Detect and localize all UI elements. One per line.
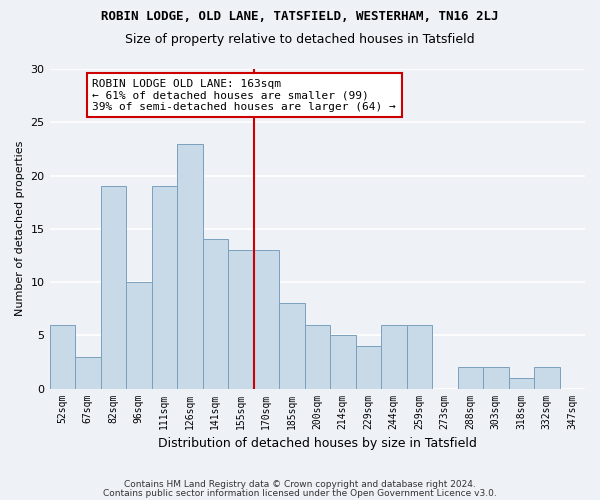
Bar	[305, 324, 330, 388]
Text: Size of property relative to detached houses in Tatsfield: Size of property relative to detached ho…	[125, 32, 475, 46]
Text: Contains HM Land Registry data © Crown copyright and database right 2024.: Contains HM Land Registry data © Crown c…	[124, 480, 476, 489]
Bar	[407, 324, 432, 388]
Y-axis label: Number of detached properties: Number of detached properties	[15, 141, 25, 316]
Text: ROBIN LODGE, OLD LANE, TATSFIELD, WESTERHAM, TN16 2LJ: ROBIN LODGE, OLD LANE, TATSFIELD, WESTER…	[101, 10, 499, 23]
Bar	[458, 368, 483, 388]
Bar	[279, 304, 305, 388]
Bar	[228, 250, 254, 388]
Text: ROBIN LODGE OLD LANE: 163sqm
← 61% of detached houses are smaller (99)
39% of se: ROBIN LODGE OLD LANE: 163sqm ← 61% of de…	[92, 78, 396, 112]
Bar	[381, 324, 407, 388]
Bar	[483, 368, 509, 388]
Bar	[177, 144, 203, 388]
Bar	[203, 240, 228, 388]
Bar	[254, 250, 279, 388]
Bar	[509, 378, 534, 388]
Bar	[75, 356, 101, 388]
Text: Contains public sector information licensed under the Open Government Licence v3: Contains public sector information licen…	[103, 488, 497, 498]
Bar	[534, 368, 560, 388]
Bar	[126, 282, 152, 389]
Bar	[101, 186, 126, 388]
Bar	[330, 336, 356, 388]
Bar	[152, 186, 177, 388]
Bar	[356, 346, 381, 389]
Bar	[50, 324, 75, 388]
X-axis label: Distribution of detached houses by size in Tatsfield: Distribution of detached houses by size …	[158, 437, 477, 450]
